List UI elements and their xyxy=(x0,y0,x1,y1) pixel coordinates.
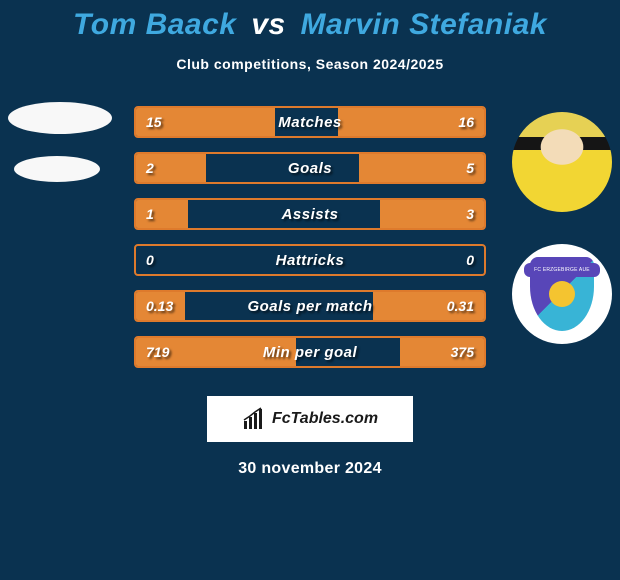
player2-avatar-group: FC ERZGEBIRGE AUE xyxy=(512,112,612,344)
chart-icon xyxy=(242,407,266,431)
crest-ball-icon xyxy=(549,281,575,307)
stat-bars: 1516Matches 25Goals 13Assists 00Hattricks 0.… xyxy=(134,102,486,368)
stat-row: 1516Matches xyxy=(134,106,486,138)
player1-avatar-placeholder-bottom xyxy=(14,156,100,182)
crest-ribbon-text: FC ERZGEBIRGE AUE xyxy=(524,263,600,277)
stat-row: 719375Min per goal xyxy=(134,336,486,368)
watermark-text: FcTables.com xyxy=(272,410,378,428)
stat-label: Matches xyxy=(136,108,484,136)
stat-row: 0.130.31Goals per match xyxy=(134,290,486,322)
player1-avatar-placeholder-top xyxy=(8,102,112,134)
stat-row: 25Goals xyxy=(134,152,486,184)
page-title: Tom Baack vs Marvin Stefaniak xyxy=(0,0,620,42)
vs-label: vs xyxy=(251,8,285,41)
comparison-card: Tom Baack vs Marvin Stefaniak Club compe… xyxy=(0,0,620,580)
player1-name: Tom Baack xyxy=(73,8,236,41)
player2-name: Marvin Stefaniak xyxy=(301,8,547,41)
stat-label: Goals per match xyxy=(136,292,484,320)
player2-photo xyxy=(512,112,612,212)
stat-label: Hattricks xyxy=(136,246,484,274)
player2-club-crest: FC ERZGEBIRGE AUE xyxy=(512,244,612,344)
watermark-badge: FcTables.com xyxy=(207,396,413,442)
crest-shield-icon: FC ERZGEBIRGE AUE xyxy=(530,257,594,331)
stat-label: Min per goal xyxy=(136,338,484,366)
stat-label: Assists xyxy=(136,200,484,228)
subtitle: Club competitions, Season 2024/2025 xyxy=(0,56,620,72)
date-label: 30 november 2024 xyxy=(0,460,620,478)
player1-avatar-group xyxy=(8,102,112,182)
stat-row: 00Hattricks xyxy=(134,244,486,276)
stat-label: Goals xyxy=(136,154,484,182)
stats-area: FC ERZGEBIRGE AUE 1516Matches 25Goals 13As… xyxy=(0,102,620,382)
stat-row: 13Assists xyxy=(134,198,486,230)
